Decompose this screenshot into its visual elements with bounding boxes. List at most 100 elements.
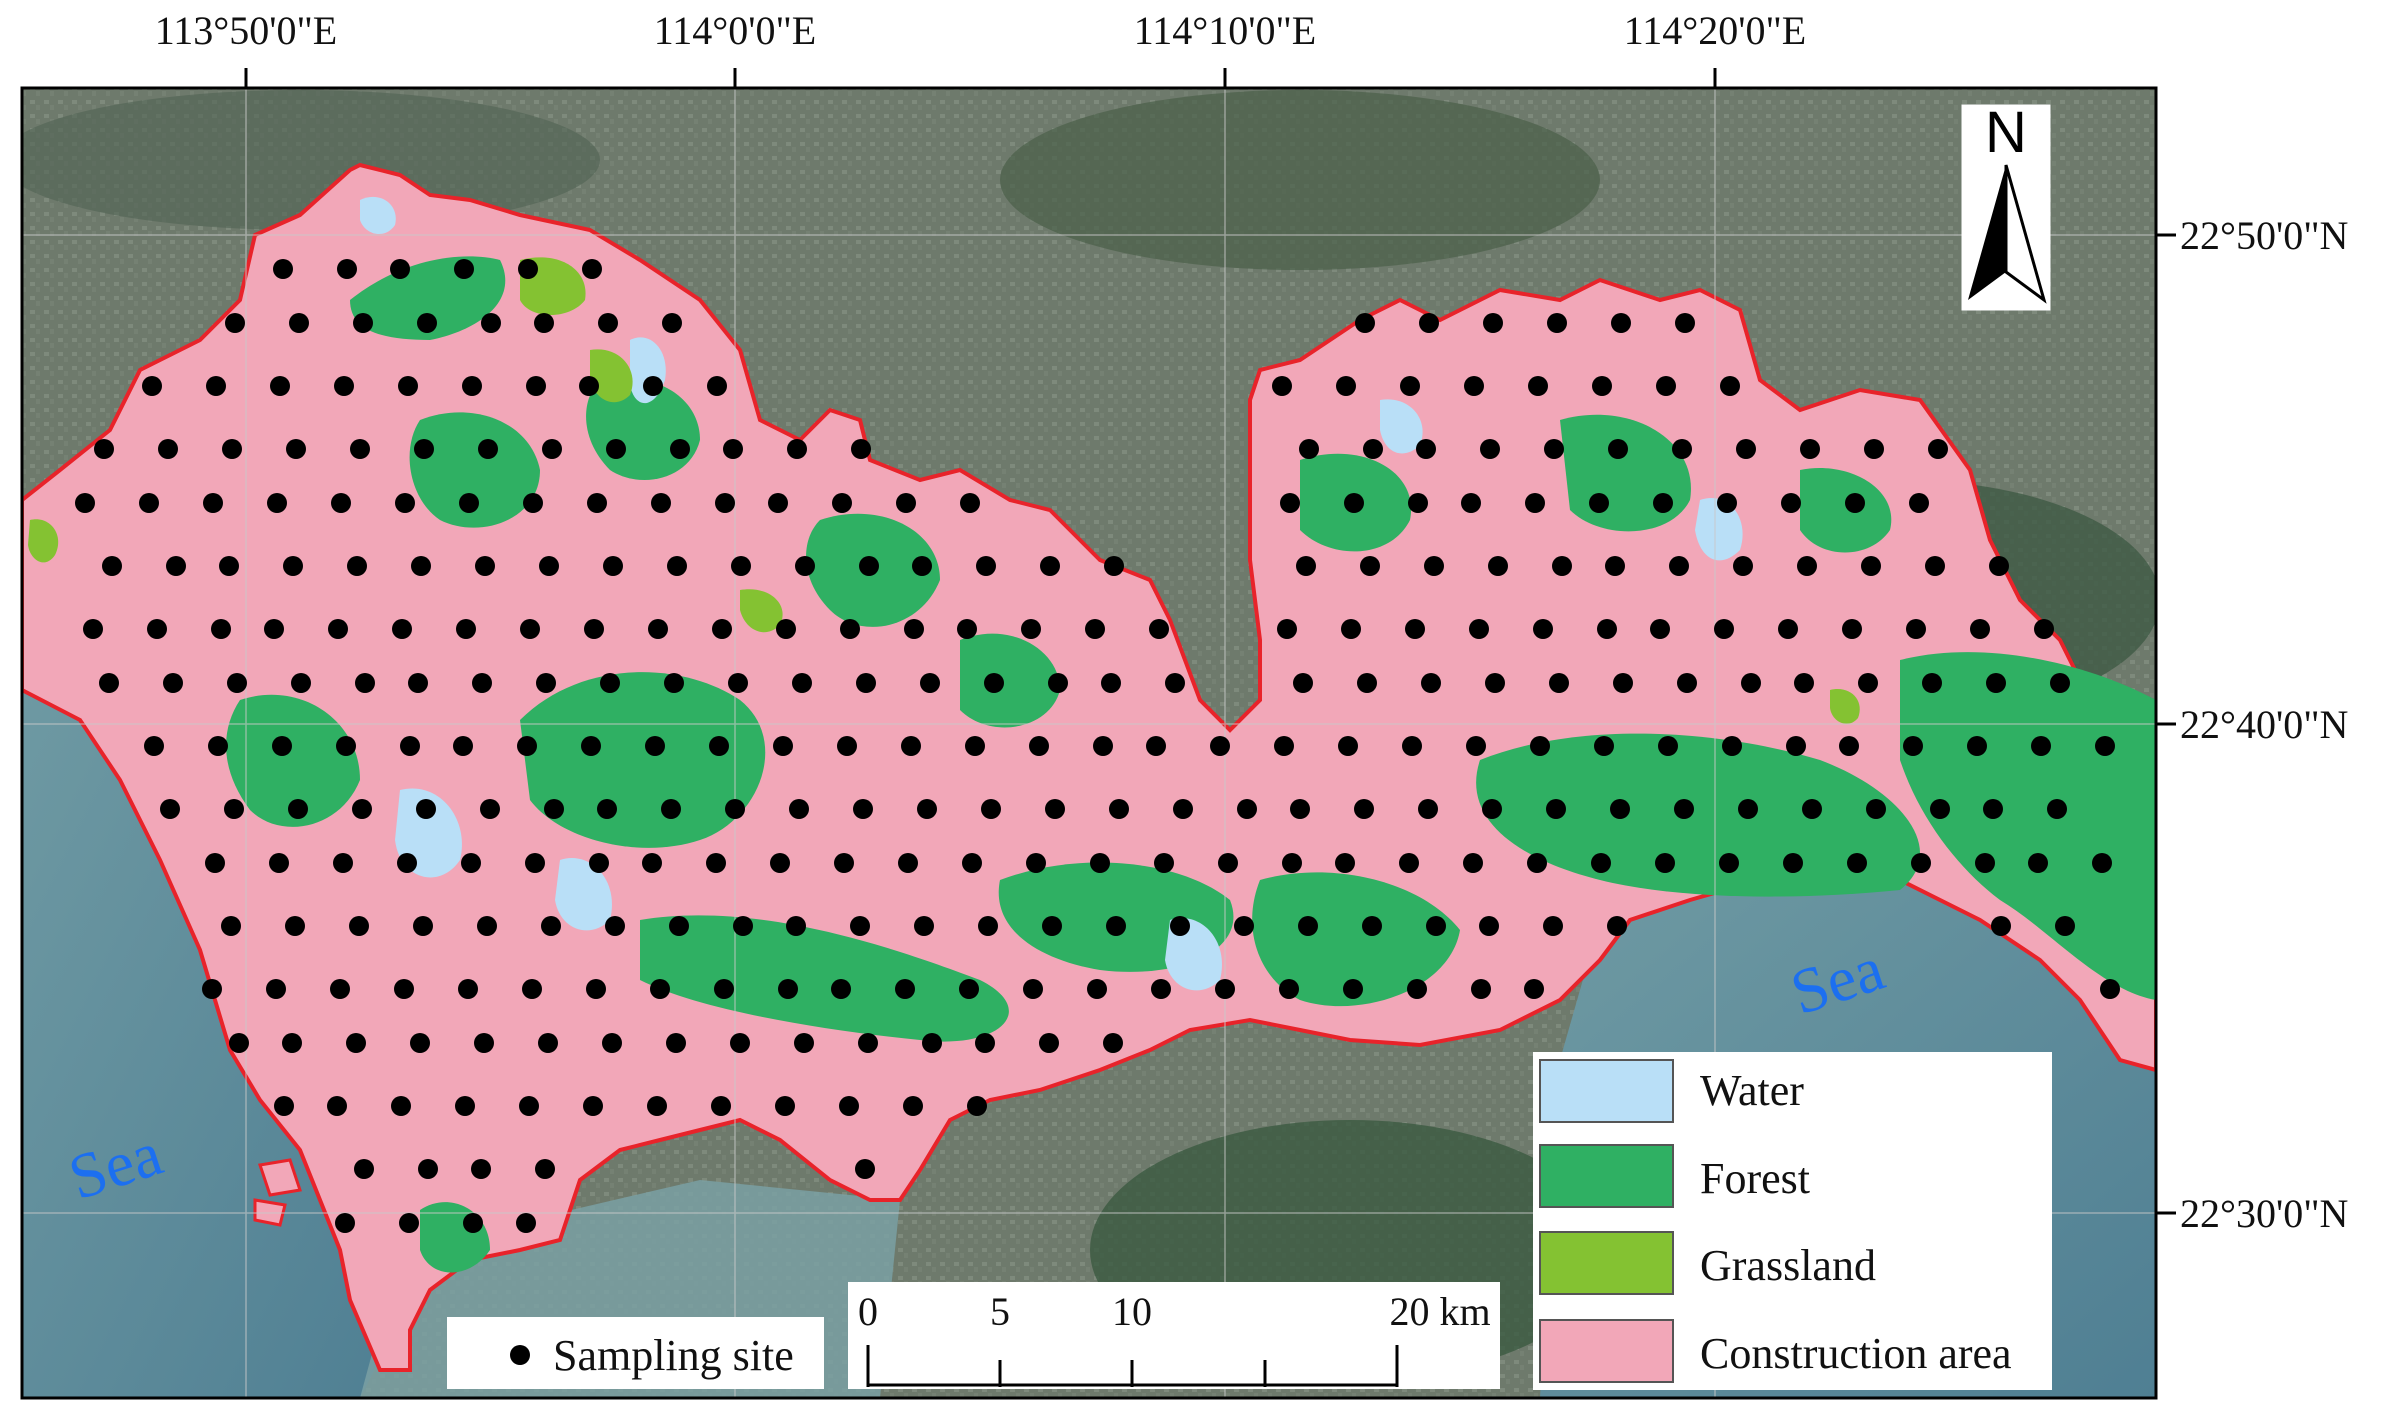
sampling-site-dot: [1930, 799, 1950, 819]
sampling-site-dot: [2095, 736, 2115, 756]
sampling-site-dot: [1021, 619, 1041, 639]
sampling-site-dot: [2055, 916, 2075, 936]
sampling-site-dot: [147, 619, 167, 639]
sampling-site-dot: [1482, 799, 1502, 819]
sampling-site-dot: [895, 979, 915, 999]
sampling-site-dot: [1421, 673, 1441, 693]
sampling-site-dot: [1658, 736, 1678, 756]
sampling-site-dot: [1479, 916, 1499, 936]
sampling-site-dot: [1146, 736, 1166, 756]
lon-label-4: 114°20'0"E: [1624, 8, 1806, 53]
sampling-site-dot: [597, 799, 617, 819]
sampling-site-dot: [1335, 853, 1355, 873]
legend-item-grassland: Grassland: [1539, 1231, 1876, 1295]
sampling-site-dot: [519, 1096, 539, 1116]
sampling-site-dot: [1170, 916, 1190, 936]
sampling-site-dot: [1733, 556, 1753, 576]
sampling-site-dot: [1717, 493, 1737, 513]
sampling-site-dot: [1293, 673, 1313, 693]
sampling-site-dot: [1530, 736, 1550, 756]
sampling-site-dot: [75, 493, 95, 513]
sampling-site-dot: [1029, 736, 1049, 756]
land-cover-legend: Water Forest Grassland Construction area: [1533, 1052, 2052, 1390]
sampling-site-dot: [792, 673, 812, 693]
sampling-site-dot: [335, 1213, 355, 1233]
sampling-site-dot: [2050, 673, 2070, 693]
sampling-site-dot: [1419, 313, 1439, 333]
sampling-site-dot: [1861, 556, 1881, 576]
sampling-site-dot: [1719, 853, 1739, 873]
sampling-site-dot: [475, 556, 495, 576]
scale-tick-20: 20 km: [1389, 1289, 1490, 1334]
sampling-site-dot: [334, 376, 354, 396]
legend-label-forest: Forest: [1700, 1154, 1810, 1203]
sampling-site-dot: [600, 673, 620, 693]
sampling-site-dot: [455, 1096, 475, 1116]
sampling-site-dot: [1736, 439, 1756, 459]
construction-swatch: [1539, 1319, 1674, 1383]
sampling-site-dot: [1610, 799, 1630, 819]
sampling-site-dot: [542, 439, 562, 459]
sampling-site-dot: [587, 493, 607, 513]
sampling-site-dot: [775, 1096, 795, 1116]
sampling-site-dot: [1357, 673, 1377, 693]
sampling-site-dot: [1405, 619, 1425, 639]
sampling-site-dot: [94, 439, 114, 459]
sampling-site-dot: [283, 556, 303, 576]
scale-tick-0: 0: [858, 1289, 878, 1334]
sampling-site-dot: [349, 916, 369, 936]
sampling-site-dot: [525, 853, 545, 873]
sampling-site-dot: [102, 556, 122, 576]
sampling-site-dot: [670, 439, 690, 459]
sampling-site-dot: [480, 799, 500, 819]
sampling-site-dot: [1546, 799, 1566, 819]
sampling-site-dot: [957, 619, 977, 639]
sampling-site-dot: [408, 673, 428, 693]
north-arrow-icon: [1968, 164, 2047, 304]
sampling-site-dot: [142, 376, 162, 396]
sampling-site-dot: [1215, 979, 1235, 999]
sampling-site-dot: [398, 376, 418, 396]
sampling-sites: [75, 259, 2120, 1233]
sampling-site-dot: [518, 259, 538, 279]
sampling-site-dot: [520, 619, 540, 639]
sampling-site-dot: [837, 736, 857, 756]
sampling-site-dot: [410, 1033, 430, 1053]
longitude-axis: 113°50'0"E 114°0'0"E 114°10'0"E 114°20'0…: [155, 8, 1806, 88]
sampling-site-dot: [967, 1096, 987, 1116]
sampling-site-dot: [1296, 556, 1316, 576]
sampling-site-dot: [731, 556, 751, 576]
sampling-site-dot: [603, 556, 623, 576]
sampling-site-dot: [1336, 376, 1356, 396]
sampling-site-dot: [333, 853, 353, 873]
sampling-site-dot: [650, 979, 670, 999]
sampling-site-dot: [1424, 556, 1444, 576]
sampling-site-dot: [712, 619, 732, 639]
sampling-site-dot: [1343, 979, 1363, 999]
sampling-site-dot: [582, 259, 602, 279]
sampling-site-dot: [965, 736, 985, 756]
sampling-site-dot: [411, 556, 431, 576]
sampling-site-dot: [1464, 376, 1484, 396]
sampling-site-dot: [1592, 376, 1612, 396]
sampling-site-dot: [346, 1033, 366, 1053]
sampling-site-dot: [1362, 916, 1382, 936]
sampling-site-dot: [959, 979, 979, 999]
sampling-site-dot: [337, 259, 357, 279]
sampling-site-dot: [1669, 556, 1689, 576]
sampling-site-dot: [1407, 979, 1427, 999]
sampling-site-dot: [1552, 556, 1572, 576]
sampling-site-dot: [1040, 556, 1060, 576]
scale-tick-5: 5: [990, 1289, 1010, 1334]
sampling-site-dot: [462, 376, 482, 396]
north-letter: N: [1985, 100, 2027, 165]
sampling-site-dot: [715, 493, 735, 513]
sampling-site-dot: [1402, 736, 1422, 756]
sampling-site-dot: [454, 259, 474, 279]
sampling-site-dot: [539, 556, 559, 576]
legend-item-forest: Forest: [1539, 1144, 1810, 1208]
sampling-site-dot: [1800, 439, 1820, 459]
sampling-site-dot: [392, 619, 412, 639]
sampling-site-dot: [1989, 556, 2009, 576]
sampling-site-dot: [605, 916, 625, 936]
